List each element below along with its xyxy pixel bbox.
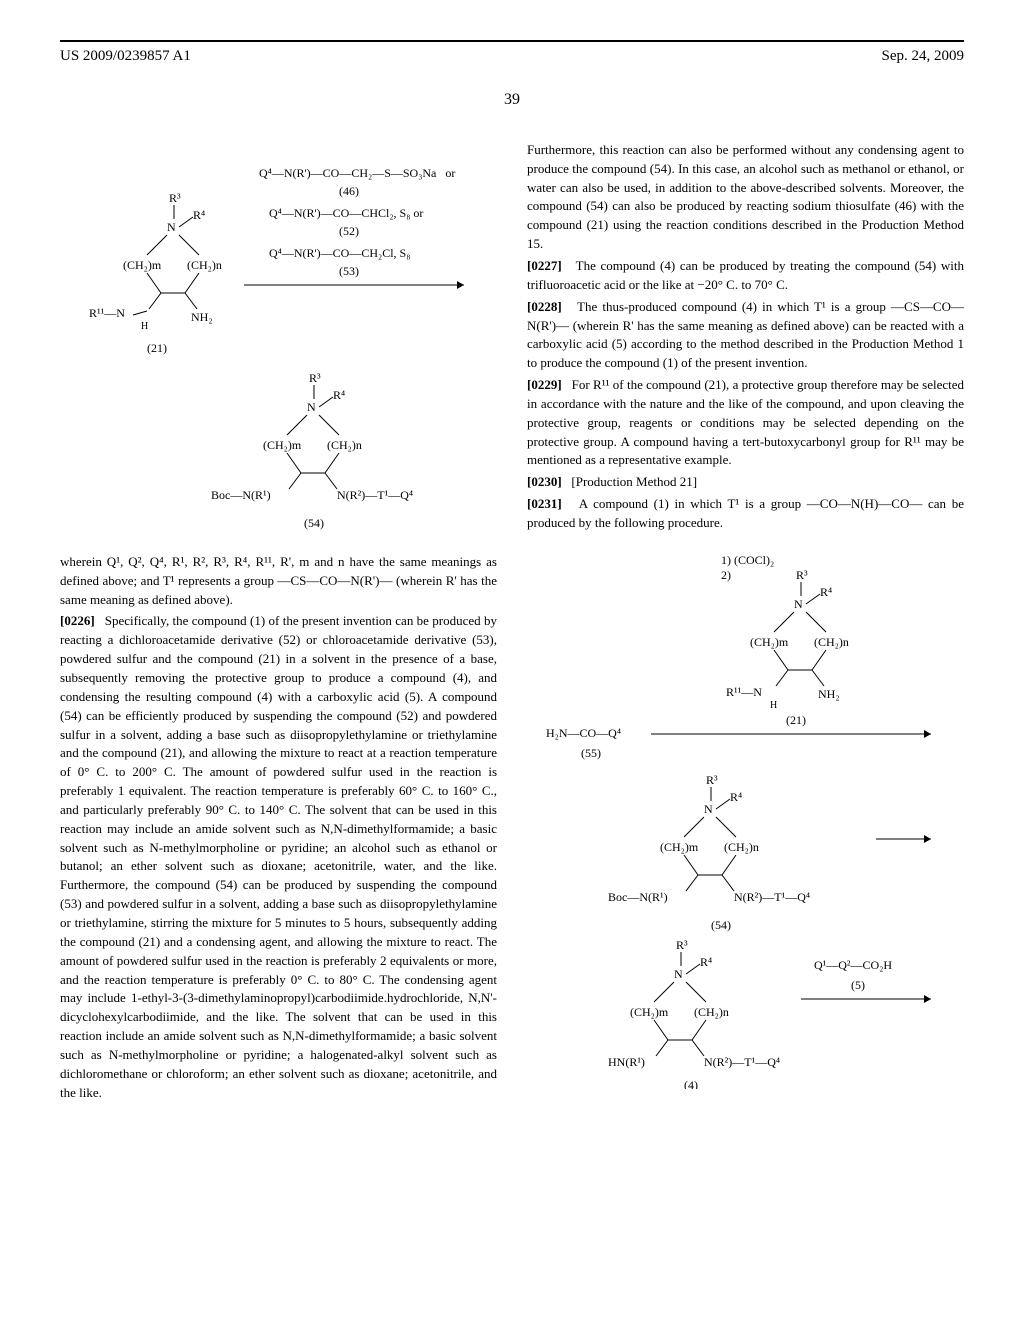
svg-text:(CH₂)m: (CH₂)m [123,258,162,272]
svg-text:Boc—N(R¹): Boc—N(R¹) [211,488,271,502]
svg-text:R³: R³ [706,773,718,787]
svg-text:(CH₂)n: (CH₂)n [187,258,222,272]
svg-text:Boc—N(R¹): Boc—N(R¹) [608,890,668,904]
para-0231: [0231] A compound (1) in which T¹ is a g… [527,495,964,533]
scheme2-svg: 1) (COCl)₂ 2) R³ N R⁴ (CH₂)m (CH₂)n [536,549,956,1089]
svg-text:R¹¹—N: R¹¹—N [726,685,762,699]
svg-text:NH₂: NH₂ [191,310,213,324]
label-52: (52) [339,224,359,238]
para-0229: [0229] For R¹¹ of the compound (21), a p… [527,376,964,470]
page-number: 39 [60,88,964,111]
para-num-0229: [0229] [527,377,562,392]
svg-text:N: N [704,802,713,816]
svg-text:N(R²)—T¹—Q⁴: N(R²)—T¹—Q⁴ [734,890,810,904]
svg-text:(CH₂)m: (CH₂)m [750,635,789,649]
right-column: Furthermore, this reaction can also be p… [527,141,964,1105]
para-num-0226: [0226] [60,613,95,628]
page-header: US 2009/0239857 A1 Sep. 24, 2009 [60,40,964,68]
svg-text:Q⁴—N(R')—CO—CH₂—S—SO₃Na or: Q⁴—N(R')—CO—CH₂—S—SO₃Na or [259,166,455,180]
reaction-scheme-1: Q⁴—N(R')—CO—CH₂—S—SO₃Na or (46) Q⁴—N(R')… [60,157,497,537]
label-21b: (21) [786,713,806,727]
svg-text:(CH₂)n: (CH₂)n [694,1005,729,1019]
svg-text:H₂N—CO—Q⁴: H₂N—CO—Q⁴ [546,726,621,740]
svg-text:Q¹—Q²—CO₂H: Q¹—Q²—CO₂H [814,958,892,972]
svg-text:R¹¹—N: R¹¹—N [89,306,125,320]
svg-text:NH₂: NH₂ [818,687,840,701]
svg-text:R³: R³ [676,938,688,952]
svg-text:N(R²)—T¹—Q⁴: N(R²)—T¹—Q⁴ [337,488,413,502]
reaction-scheme-2: 1) (COCl)₂ 2) R³ N R⁴ (CH₂)m (CH₂)n [527,549,964,1089]
label-21: (21) [147,341,167,355]
svg-text:R⁴: R⁴ [820,585,832,599]
label-54b: (54) [711,918,731,932]
para-num-0231: [0231] [527,496,562,511]
svg-text:R³: R³ [169,191,181,205]
svg-text:N(R²)—T¹—Q⁴: N(R²)—T¹—Q⁴ [704,1055,780,1069]
svg-text:(CH₂)n: (CH₂)n [724,840,759,854]
para-0226: [0226] Specifically, the compound (1) of… [60,612,497,1102]
svg-text:R⁴: R⁴ [193,208,205,222]
svg-text:H: H [141,321,148,332]
para-0227: [0227] The compound (4) can be produced … [527,257,964,295]
scheme1-svg: Q⁴—N(R')—CO—CH₂—S—SO₃Na or (46) Q⁴—N(R')… [69,157,489,537]
svg-text:HN(R¹): HN(R¹) [608,1055,645,1069]
para-num-0230: [0230] [527,474,562,489]
svg-text:(CH₂)n: (CH₂)n [327,438,362,452]
publication-date: Sep. 24, 2009 [882,46,965,68]
svg-text:Q⁴—N(R')—CO—CH₂Cl, S₈: Q⁴—N(R')—CO—CH₂Cl, S₈ [269,246,410,260]
svg-text:H: H [770,700,777,711]
label-5: (5) [851,978,865,992]
svg-text:R⁴: R⁴ [700,955,712,969]
svg-text:2): 2) [721,568,731,582]
para-text-0228: The thus-produced compound (4) in which … [527,299,964,371]
svg-text:(CH₂)n: (CH₂)n [814,635,849,649]
content-columns: Q⁴—N(R')—CO—CH₂—S—SO₃Na or (46) Q⁴—N(R')… [60,141,964,1105]
svg-text:R³: R³ [309,371,321,385]
left-column: Q⁴—N(R')—CO—CH₂—S—SO₃Na or (46) Q⁴—N(R')… [60,141,497,1105]
para-text-0226: Specifically, the compound (1) of the pr… [60,613,497,1099]
para-text-0231: A compound (1) in which T¹ is a group —C… [527,496,964,530]
para-text-0229: For R¹¹ of the compound (21), a protecti… [527,377,964,467]
para-text-0230: [Production Method 21] [571,474,697,489]
para-num-0228: [0228] [527,299,562,314]
label-55: (55) [581,746,601,760]
label-54: (54) [304,516,324,530]
svg-text:N: N [794,597,803,611]
intro-text: Furthermore, this reaction can also be p… [527,141,964,254]
svg-text:(CH₂)m: (CH₂)m [263,438,302,452]
label-4: (4) [684,1078,698,1089]
svg-text:N: N [167,220,176,234]
svg-text:(CH₂)m: (CH₂)m [660,840,699,854]
svg-text:R⁴: R⁴ [730,790,742,804]
publication-number: US 2009/0239857 A1 [60,46,191,68]
para-0230: [0230] [Production Method 21] [527,473,964,492]
wherein-paragraph: wherein Q¹, Q², Q⁴, R¹, R², R³, R⁴, R¹¹,… [60,553,497,610]
svg-text:(CH₂)m: (CH₂)m [630,1005,669,1019]
svg-text:R³: R³ [796,568,808,582]
svg-text:N: N [674,967,683,981]
svg-text:N: N [307,400,316,414]
para-num-0227: [0227] [527,258,562,273]
svg-text:R⁴: R⁴ [333,388,345,402]
label-53: (53) [339,264,359,278]
svg-text:Q⁴—N(R')—CO—CHCl₂, S₈ or: Q⁴—N(R')—CO—CHCl₂, S₈ or [269,206,423,220]
para-text-0227: The compound (4) can be produced by trea… [527,258,964,292]
label-46: (46) [339,184,359,198]
svg-text:1) (COCl)₂: 1) (COCl)₂ [721,553,774,567]
para-0228: [0228] The thus-produced compound (4) in… [527,298,964,373]
